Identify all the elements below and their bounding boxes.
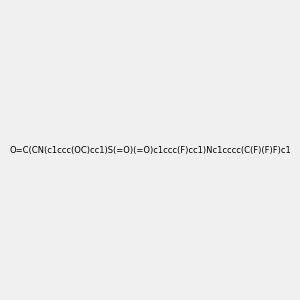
Text: O=C(CN(c1ccc(OC)cc1)S(=O)(=O)c1ccc(F)cc1)Nc1cccc(C(F)(F)F)c1: O=C(CN(c1ccc(OC)cc1)S(=O)(=O)c1ccc(F)cc1…	[9, 146, 291, 154]
